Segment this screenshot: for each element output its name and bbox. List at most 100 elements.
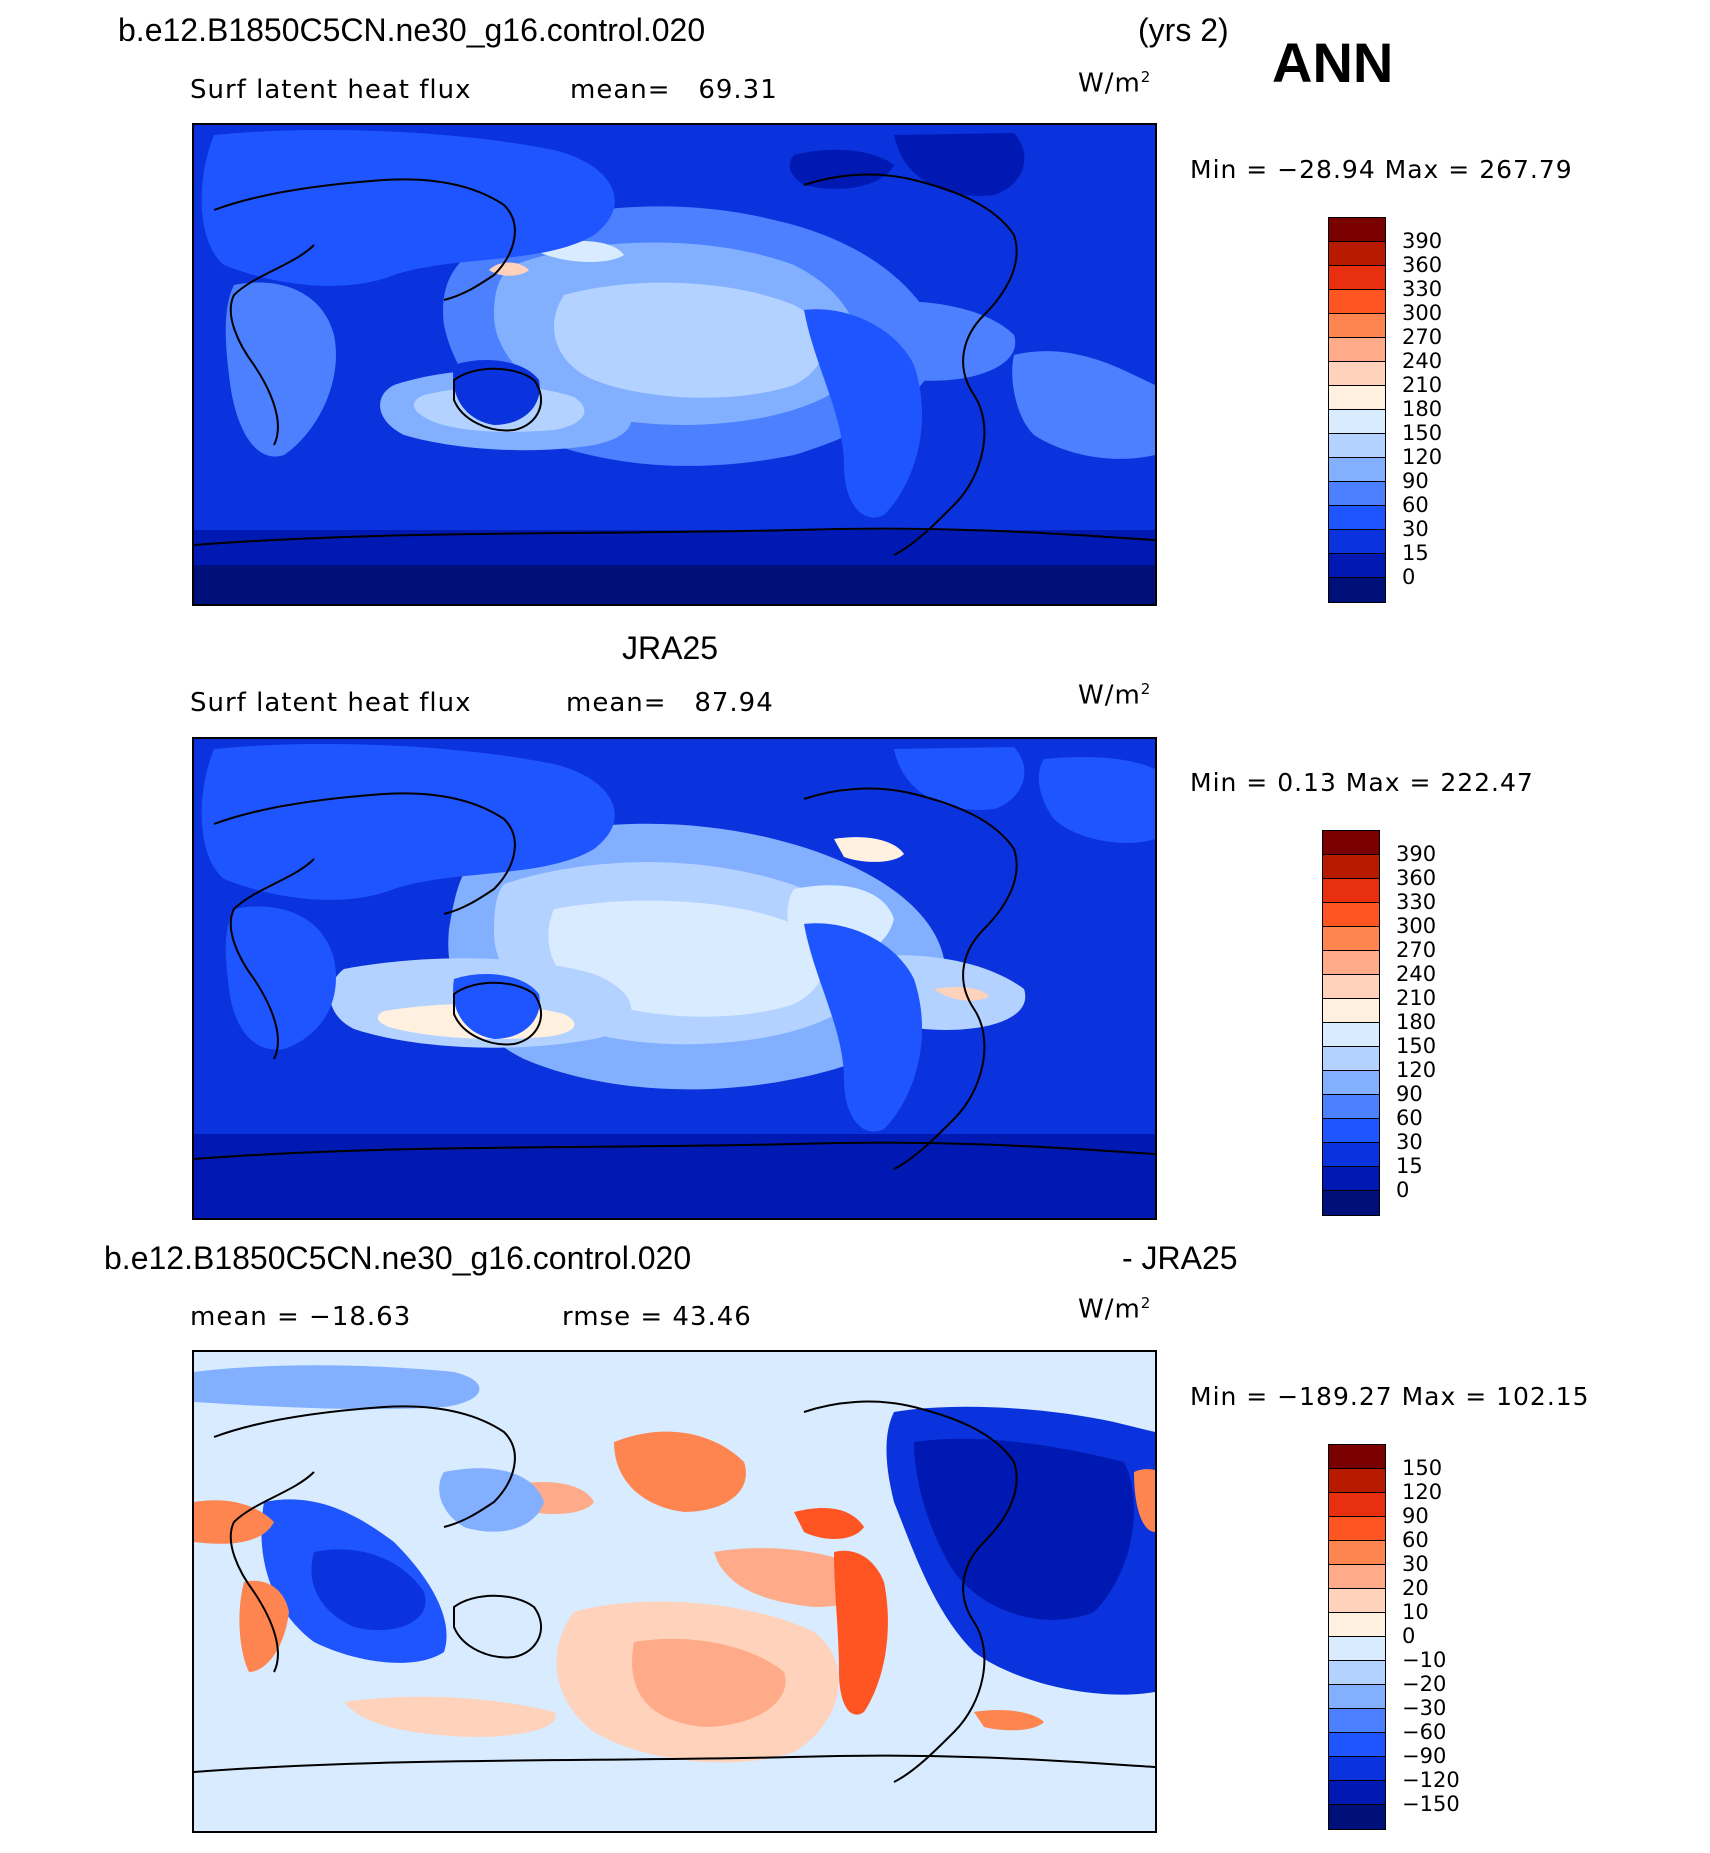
panel1-colorbar-label: 270 [1402, 325, 1443, 349]
panel1-colorbar-label: 120 [1402, 445, 1443, 469]
panel3-colorbar-label: 90 [1402, 1504, 1429, 1528]
panel2-colorbar-labels: 390 360 330 300 270 240 210 180 150 120 90 60 30 15 0 [1396, 842, 1436, 1202]
panel1-colorbar-swatch [1329, 242, 1385, 266]
panel2-variable: Surf latent heat flux [190, 688, 472, 718]
panel1-colorbar-swatch [1329, 386, 1385, 410]
panel3-colorbar-label: −20 [1402, 1672, 1447, 1696]
panel2-colorbar-label: 60 [1396, 1106, 1423, 1130]
panel3-colorbar-swatch [1329, 1685, 1385, 1709]
panel2-colorbar-label: 120 [1396, 1058, 1437, 1082]
panel2-colorbar-swatch [1323, 999, 1379, 1023]
panel2-colorbar-label: 150 [1396, 1034, 1437, 1058]
panel3-colorbar [1328, 1444, 1386, 1830]
panel2-colorbar-swatch [1323, 831, 1379, 855]
panel3-colorbar-swatch [1329, 1637, 1385, 1661]
panel2-colorbar-swatch [1323, 1167, 1379, 1191]
panel2-colorbar-label: 90 [1396, 1082, 1423, 1106]
panel1-colorbar-swatch [1329, 554, 1385, 578]
panel2-colorbar-label: 390 [1396, 842, 1437, 866]
panel1-map [192, 123, 1157, 606]
panel3-colorbar-label: −60 [1402, 1720, 1447, 1744]
panel2-colorbar-label: 360 [1396, 866, 1437, 890]
panel3-colorbar-swatch [1329, 1613, 1385, 1637]
panel2-colorbar-label: 300 [1396, 914, 1437, 938]
panel3-colorbar-swatch [1329, 1805, 1385, 1829]
panel1-colorbar-swatch [1329, 434, 1385, 458]
panel3-colorbar-label: 30 [1402, 1552, 1429, 1576]
panel1-mean: mean= 69.31 [570, 75, 778, 105]
panel3-colorbar-swatch [1329, 1781, 1385, 1805]
panel3-rmse: rmse = 43.46 [562, 1302, 752, 1332]
panel3-colorbar-swatch [1329, 1517, 1385, 1541]
panel1-colorbar-swatch [1329, 338, 1385, 362]
panel3-colorbar-labels: 150 120 90 60 30 20 10 0 −10 −20 −30 −60 −90 −120 −150 [1402, 1456, 1460, 1816]
panel2-colorbar-label: 210 [1396, 986, 1437, 1010]
panel1-colorbar-label: 0 [1402, 565, 1416, 589]
panel2-colorbar-label: 240 [1396, 962, 1437, 986]
panel3-colorbar-label: 0 [1402, 1624, 1416, 1648]
panel3-colorbar-swatch [1329, 1469, 1385, 1493]
panel1-colorbar-swatch [1329, 314, 1385, 338]
panel2-colorbar-swatch [1323, 951, 1379, 975]
panel3-contour-field [194, 1352, 1155, 1831]
panel1-colorbar-label: 360 [1402, 253, 1443, 277]
panel1-units: W/m2 [1078, 68, 1152, 99]
panel3-colorbar-swatch [1329, 1541, 1385, 1565]
panel1-colorbar-label: 90 [1402, 469, 1429, 493]
panel3-colorbar-label: 150 [1402, 1456, 1443, 1480]
panel3-min-max: Min = −189.27 Max = 102.15 [1190, 1382, 1590, 1411]
panel2-colorbar-label: 180 [1396, 1010, 1437, 1034]
panel3-colorbar-swatch [1329, 1565, 1385, 1589]
panel3-colorbar-swatch [1329, 1733, 1385, 1757]
panel2-mean: mean= 87.94 [566, 688, 774, 718]
panel2-colorbar-swatch [1323, 927, 1379, 951]
panel1-colorbar-swatch [1329, 530, 1385, 554]
panel2-colorbar-swatch [1323, 1095, 1379, 1119]
panel3-colorbar-label: −150 [1402, 1792, 1460, 1816]
panel3-colorbar-label: 60 [1402, 1528, 1429, 1552]
panel1-colorbar-label: 240 [1402, 349, 1443, 373]
panel3-title-left: b.e12.B1850C5CN.ne30_g16.control.020 [104, 1240, 692, 1276]
panel1-colorbar-swatch [1329, 506, 1385, 530]
panel2-colorbar-swatch [1323, 975, 1379, 999]
panel2-colorbar-label: 270 [1396, 938, 1437, 962]
panel3-title-right: - JRA25 [1122, 1240, 1238, 1276]
panel3-colorbar-label: −30 [1402, 1696, 1447, 1720]
panel1-colorbar-label: 180 [1402, 397, 1443, 421]
panel2-colorbar-swatch [1323, 1191, 1379, 1215]
panel1-colorbar-label: 210 [1402, 373, 1443, 397]
panel3-colorbar-swatch [1329, 1589, 1385, 1613]
panel3-colorbar-label: −10 [1402, 1648, 1447, 1672]
panel3-colorbar-label: −90 [1402, 1744, 1447, 1768]
panel1-colorbar-swatch [1329, 218, 1385, 242]
panel3-colorbar-label: 10 [1402, 1600, 1429, 1624]
panel2-colorbar-swatch [1323, 855, 1379, 879]
panel1-colorbar-swatch [1329, 578, 1385, 602]
panel3-colorbar-swatch [1329, 1493, 1385, 1517]
panel1-contour-field [194, 125, 1155, 604]
panel3-colorbar-label: −120 [1402, 1768, 1460, 1792]
panel2-colorbar-label: 330 [1396, 890, 1437, 914]
panel1-colorbar-label: 390 [1402, 229, 1443, 253]
panel3-units: W/m2 [1078, 1294, 1152, 1325]
panel2-colorbar-swatch [1323, 879, 1379, 903]
season-label: ANN [1272, 31, 1394, 94]
panel1-colorbar-labels: 390 360 330 300 270 240 210 180 150 120 90 60 30 15 0 [1402, 229, 1442, 589]
panel2-colorbar-swatch [1323, 1071, 1379, 1095]
panel2-colorbar-swatch [1323, 1143, 1379, 1167]
panel2-colorbar-swatch [1323, 1047, 1379, 1071]
panel3-colorbar-swatch [1329, 1757, 1385, 1781]
panel2-contour-field [194, 739, 1155, 1218]
panel2-colorbar-label: 30 [1396, 1130, 1423, 1154]
panel3-map [192, 1350, 1157, 1833]
case-title: b.e12.B1850C5CN.ne30_g16.control.020 [118, 12, 706, 48]
panel2-map [192, 737, 1157, 1220]
panel1-variable: Surf latent heat flux [190, 75, 472, 105]
panel2-colorbar-label: 15 [1396, 1154, 1423, 1178]
panel1-colorbar-swatch [1329, 290, 1385, 314]
panel1-colorbar-label: 30 [1402, 517, 1429, 541]
panel2-colorbar-label: 0 [1396, 1178, 1410, 1202]
panel1-colorbar-swatch [1329, 410, 1385, 434]
panel1-colorbar-swatch [1329, 458, 1385, 482]
panel3-colorbar-label: 20 [1402, 1576, 1429, 1600]
